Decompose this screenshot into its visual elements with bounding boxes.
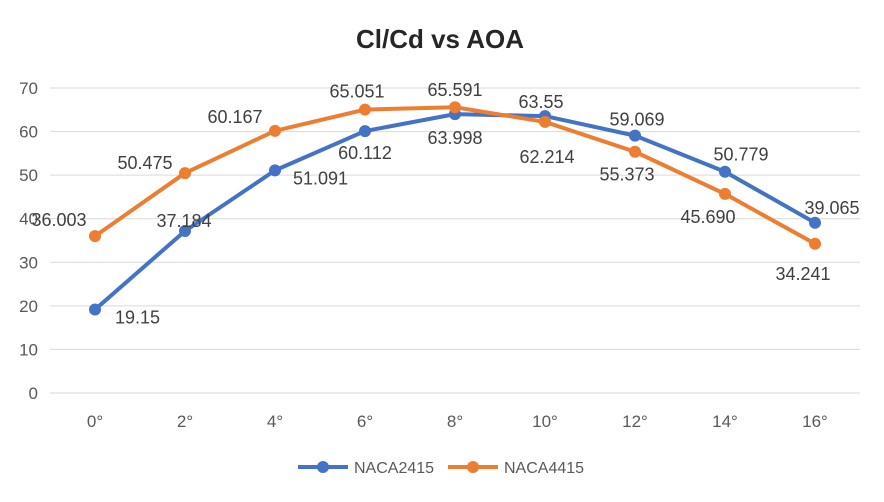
chart-title: Cl/Cd vs AOA [356, 24, 524, 54]
x-tick-label: 0° [87, 412, 103, 431]
data-label-naca4415: 55.373 [599, 165, 654, 185]
data-label-naca4415: 34.241 [775, 264, 830, 284]
x-tick-label: 12° [622, 412, 648, 431]
legend-swatch-marker [317, 461, 329, 473]
legend: NACA2415 NACA4415 [298, 460, 584, 477]
y-tick-label: 30 [19, 253, 38, 272]
data-label-naca2415: 37.184 [156, 211, 211, 231]
data-label-naca4415: 45.690 [680, 207, 735, 227]
data-point-naca4415 [359, 103, 371, 116]
series-lines [89, 101, 821, 316]
data-label-naca2415: 63.998 [427, 128, 482, 148]
data-point-naca4415 [809, 237, 821, 250]
legend-swatch-marker [467, 461, 479, 473]
data-point-naca2415 [719, 165, 731, 178]
data-point-naca2415 [89, 303, 101, 316]
data-point-naca2415 [629, 129, 641, 142]
data-label-naca4415: 36.003 [31, 210, 86, 230]
data-point-naca4415 [449, 101, 461, 114]
data-label-naca2415: 60.112 [338, 143, 392, 163]
data-label-naca4415: 60.167 [207, 107, 262, 127]
data-label-naca2415: 51.091 [293, 168, 348, 188]
x-tick-label: 16° [802, 412, 828, 431]
x-tick-label: 2° [177, 412, 193, 431]
x-tick-label: 6° [357, 412, 373, 431]
data-point-naca2415 [269, 164, 281, 177]
data-label-naca4415: 65.051 [329, 82, 384, 102]
data-point-naca4415 [269, 124, 281, 137]
data-point-naca4415 [629, 145, 641, 158]
data-label-naca2415: 39.065 [804, 198, 859, 218]
legend-label: NACA2415 [354, 460, 434, 477]
data-point-naca4415 [719, 187, 731, 200]
data-point-naca2415 [179, 224, 191, 237]
y-tick-label: 40 [19, 210, 38, 229]
x-tick-label: 10° [532, 412, 558, 431]
data-label-naca4415: 50.475 [117, 153, 172, 173]
data-label-naca2415: 63.55 [518, 92, 563, 112]
data-point-naca2415 [809, 216, 821, 229]
data-label-naca2415: 19.15 [115, 308, 160, 328]
y-tick-label: 60 [19, 123, 38, 142]
legend-label: NACA4415 [504, 460, 584, 477]
x-tick-label: 8° [447, 412, 463, 431]
x-axis-ticks: 0° 2° 4° 6° 8° 10° 12° 14° 16° [87, 412, 828, 431]
x-tick-label: 4° [267, 412, 283, 431]
data-point-naca4415 [539, 115, 551, 128]
y-axis-ticks: 0 10 20 30 40 50 60 70 [19, 79, 38, 403]
data-label-naca4415: 62.214 [519, 147, 574, 167]
y-tick-label: 10 [19, 340, 38, 359]
y-tick-label: 20 [19, 297, 38, 316]
data-labels: 19.15 37.184 51.091 60.112 63.998 63.55 59.069… [31, 80, 859, 327]
data-point-naca2415 [359, 125, 371, 138]
data-point-naca4415 [89, 230, 101, 243]
y-tick-label: 70 [19, 79, 38, 98]
data-point-naca4415 [179, 167, 191, 180]
y-tick-label: 0 [29, 384, 38, 403]
y-tick-label: 50 [19, 166, 38, 185]
x-tick-label: 14° [712, 412, 738, 431]
data-label-naca4415: 65.591 [427, 80, 482, 100]
data-label-naca2415: 59.069 [609, 110, 664, 130]
data-label-naca2415: 50.779 [713, 145, 768, 165]
